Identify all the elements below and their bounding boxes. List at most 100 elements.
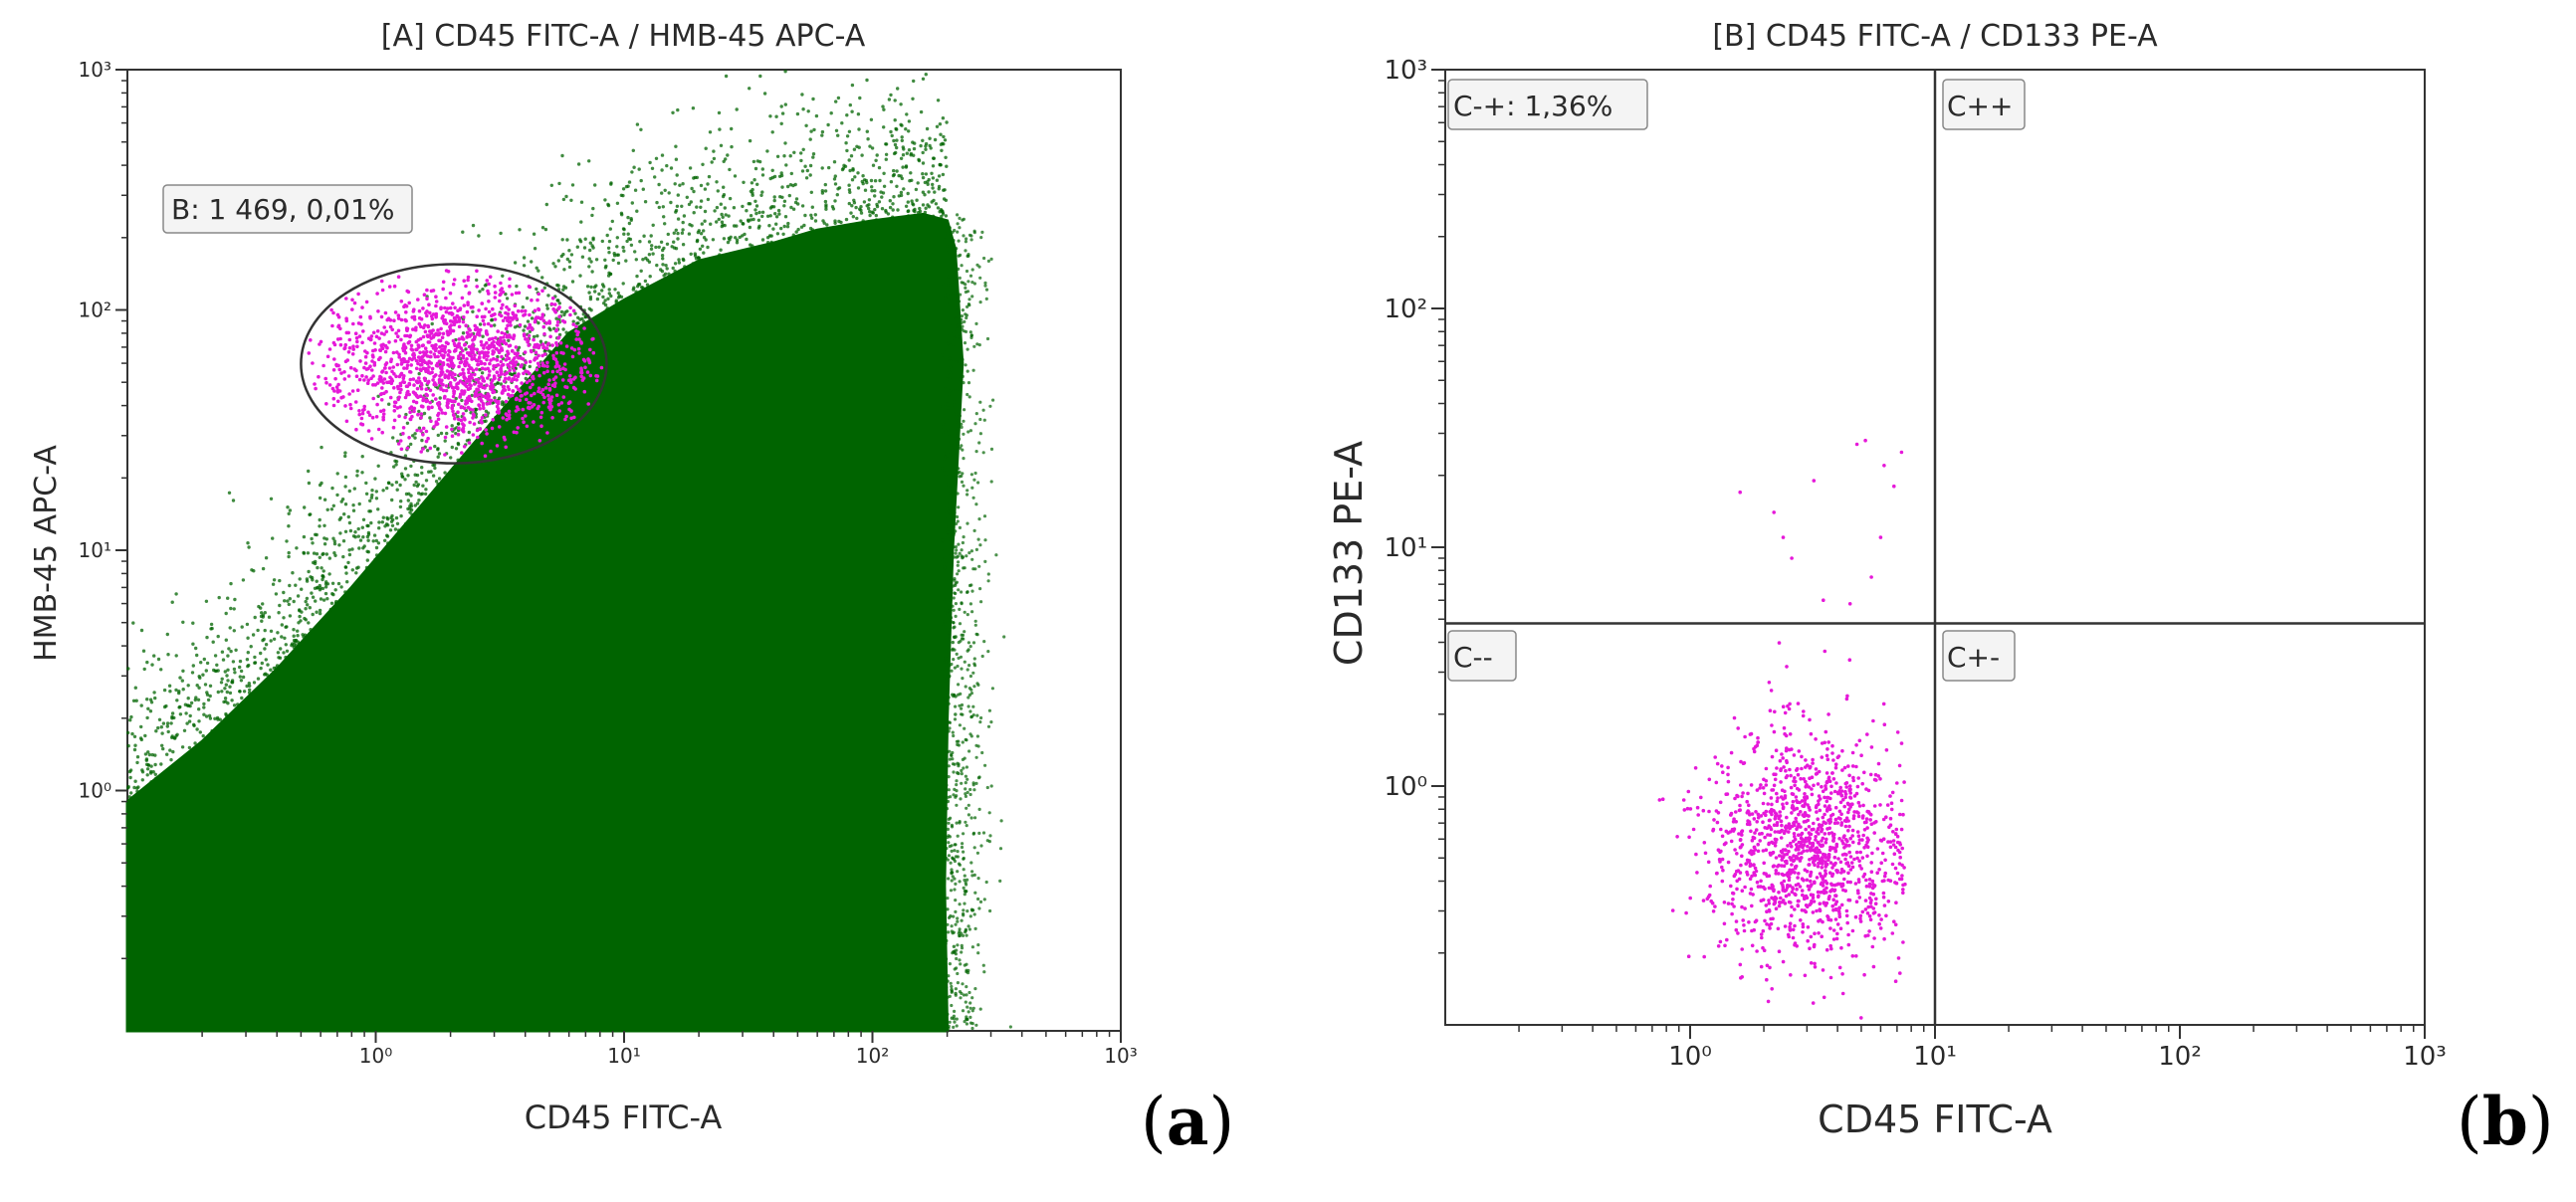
green-event xyxy=(743,232,747,237)
magenta-event xyxy=(541,345,545,350)
green-event xyxy=(672,231,676,235)
magenta-event xyxy=(416,355,421,359)
green-event xyxy=(323,591,328,596)
green-event xyxy=(968,1015,972,1019)
magenta-event xyxy=(392,404,397,409)
magenta-event xyxy=(408,417,413,422)
green-event xyxy=(307,621,311,625)
green-event xyxy=(810,205,814,209)
green-event xyxy=(368,499,372,502)
green-event xyxy=(236,702,240,706)
green-event xyxy=(975,263,979,267)
magenta-event xyxy=(354,374,359,379)
magenta-event xyxy=(458,372,463,377)
green-event xyxy=(387,402,391,406)
magenta-event xyxy=(1791,927,1796,932)
green-event xyxy=(287,550,291,555)
magenta-event xyxy=(1750,928,1754,933)
magenta-event xyxy=(1854,954,1858,958)
magenta-event xyxy=(544,321,548,325)
green-event xyxy=(948,300,952,303)
magenta-event xyxy=(1764,848,1769,852)
magenta-event xyxy=(573,387,577,391)
magenta-event xyxy=(562,319,567,324)
green-event xyxy=(697,256,702,261)
magenta-event xyxy=(572,415,576,420)
green-event xyxy=(969,734,973,738)
magenta-event xyxy=(429,336,434,340)
green-event xyxy=(945,120,949,124)
magenta-event xyxy=(1860,838,1864,842)
magenta-event xyxy=(332,357,336,361)
magenta-event xyxy=(1821,815,1825,820)
green-event xyxy=(963,902,966,905)
magenta-event xyxy=(479,419,483,423)
green-event xyxy=(948,634,952,638)
magenta-event xyxy=(514,291,519,296)
green-event xyxy=(958,276,962,280)
green-event xyxy=(676,193,680,197)
green-event xyxy=(952,400,957,404)
gate-b-ellipse[interactable] xyxy=(300,263,608,465)
green-event xyxy=(964,312,967,316)
green-event xyxy=(247,691,252,695)
green-event xyxy=(960,425,964,429)
green-event xyxy=(845,134,850,138)
magenta-event xyxy=(567,374,572,378)
magenta-event xyxy=(1879,861,1883,865)
magenta-event xyxy=(441,331,446,336)
green-event xyxy=(680,231,685,235)
green-event xyxy=(360,455,364,459)
green-event xyxy=(941,901,945,904)
green-event xyxy=(859,205,863,209)
green-event xyxy=(947,595,951,599)
magenta-event xyxy=(520,381,524,385)
green-event xyxy=(869,178,874,183)
magenta-event xyxy=(1812,783,1816,788)
green-event xyxy=(889,180,894,184)
green-event xyxy=(739,219,743,223)
magenta-event xyxy=(371,383,375,387)
green-event xyxy=(622,227,626,232)
green-event xyxy=(948,323,952,327)
green-event xyxy=(865,180,869,185)
magenta-event xyxy=(1732,904,1736,908)
green-event xyxy=(417,492,421,496)
magenta-event xyxy=(1869,745,1874,749)
green-event xyxy=(962,535,966,539)
magenta-event xyxy=(324,402,328,406)
green-event xyxy=(951,261,955,266)
magenta-event xyxy=(462,279,467,284)
green-event xyxy=(942,1026,946,1031)
magenta-event xyxy=(1808,832,1813,837)
magenta-event xyxy=(1864,787,1868,791)
green-event xyxy=(649,234,653,238)
green-event xyxy=(676,237,680,241)
green-event xyxy=(776,208,781,213)
magenta-event xyxy=(1774,872,1778,876)
magenta-event xyxy=(1764,783,1769,787)
magenta-event xyxy=(421,334,426,339)
green-event xyxy=(342,512,346,516)
green-event xyxy=(944,387,948,391)
green-event xyxy=(751,217,755,222)
green-event xyxy=(311,612,315,617)
green-event xyxy=(400,472,404,476)
magenta-event xyxy=(485,402,490,406)
green-event xyxy=(859,208,863,212)
green-event xyxy=(811,97,815,101)
magenta-event xyxy=(443,411,448,416)
green-event xyxy=(364,492,369,496)
magenta-event xyxy=(1772,889,1776,894)
magenta-event xyxy=(417,376,421,380)
green-event xyxy=(957,296,961,300)
green-event xyxy=(417,499,421,502)
green-event xyxy=(356,526,360,531)
green-event xyxy=(909,153,913,157)
green-event xyxy=(134,699,138,702)
green-event xyxy=(975,713,979,717)
green-event xyxy=(406,499,410,502)
green-event xyxy=(395,439,400,443)
green-event xyxy=(287,511,291,515)
green-event xyxy=(981,408,985,412)
